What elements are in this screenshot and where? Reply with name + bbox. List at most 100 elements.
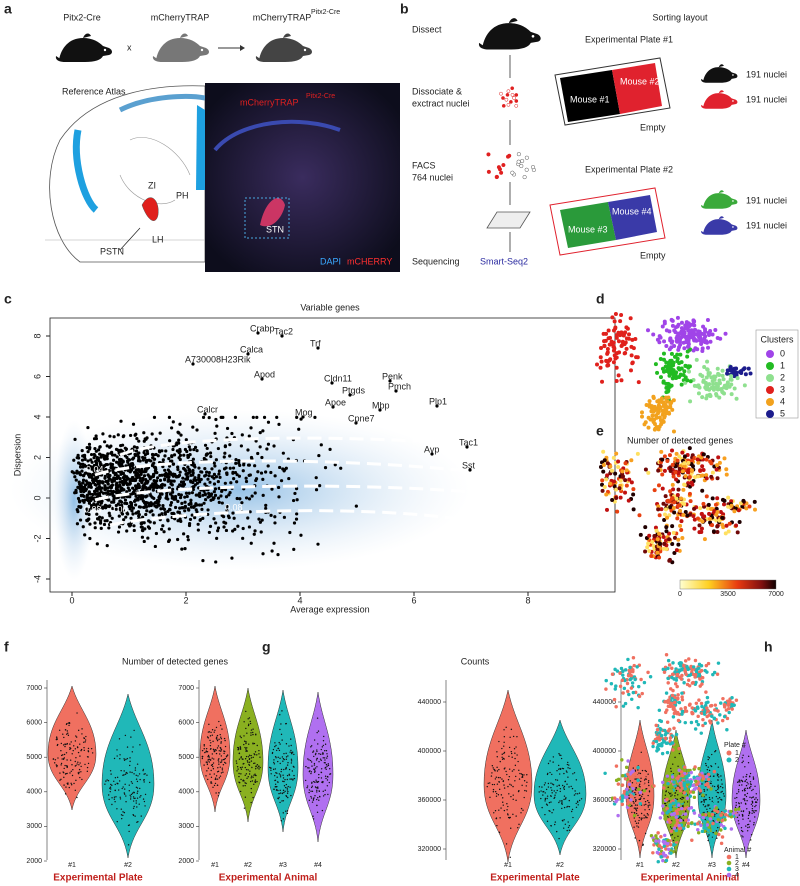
cell-point: [255, 774, 257, 777]
cell-point: [710, 332, 715, 337]
cell-point: [604, 477, 609, 482]
cell-point: [505, 770, 507, 773]
cell-point: [639, 780, 642, 783]
cell-point: [83, 737, 86, 740]
cell-point: [244, 758, 247, 760]
cell-point: [712, 819, 714, 822]
cell-point: [746, 800, 748, 802]
gene-point: [99, 490, 103, 494]
gene-point: [237, 458, 241, 463]
cell-point: [510, 752, 513, 755]
gene-point: [247, 497, 252, 501]
cell-point: [326, 785, 329, 787]
cell-point: [109, 770, 112, 772]
cell-point: [736, 508, 741, 513]
cell-point: [685, 664, 689, 669]
cell-point: [216, 736, 218, 738]
cell-point: [754, 810, 756, 812]
cell-point: [676, 718, 681, 723]
cell-point: [652, 488, 657, 493]
gene-point: [131, 486, 135, 490]
cell-point: [247, 776, 249, 778]
cell-point: [506, 809, 508, 811]
atlas-tract: [196, 105, 205, 190]
cell-point: [212, 762, 215, 764]
cell-point: [646, 328, 651, 333]
gene-point: [158, 478, 163, 482]
cell-point: [678, 523, 683, 528]
cell-point: [711, 672, 715, 677]
gene-point: [98, 504, 102, 508]
cell-point: [501, 753, 503, 755]
gene-point: [137, 514, 141, 518]
cell-point: [673, 695, 677, 699]
cell-point: [213, 750, 216, 753]
cell-point: [246, 750, 248, 752]
cell-point: [752, 788, 754, 791]
cell-point: [611, 344, 616, 349]
cell-point: [666, 666, 670, 671]
cell-point: [496, 751, 498, 753]
cell-point: [682, 464, 687, 469]
gene-point: [318, 484, 322, 488]
cell-point: [286, 812, 289, 815]
gene-point: [110, 478, 114, 482]
cell-point: [754, 805, 756, 808]
mouse-icon: [255, 33, 312, 62]
cell-point: [670, 524, 675, 529]
cell-point: [143, 781, 145, 783]
cell-point: [694, 680, 698, 685]
cell-point: [133, 805, 135, 808]
cell-point: [214, 729, 216, 732]
cell-point: [310, 761, 313, 763]
violin: [101, 693, 155, 859]
cell-point: [664, 699, 669, 704]
cell-point: [636, 804, 638, 806]
gene-point: [209, 492, 214, 496]
cell-point: [131, 751, 134, 753]
cell-point: [723, 531, 728, 536]
gene-point: [183, 547, 187, 551]
cell-point: [286, 778, 289, 781]
cell-point: [662, 512, 667, 517]
gene-point: [232, 516, 236, 520]
cell-point: [626, 689, 630, 694]
group-label: #1: [636, 862, 644, 869]
cell-point: [704, 494, 709, 499]
cell-point: [218, 750, 220, 752]
cell-point: [653, 525, 658, 530]
gene-point: [208, 451, 213, 455]
cell-point: [753, 507, 758, 512]
cell-point: [647, 773, 649, 775]
cell-point: [123, 770, 125, 772]
cell-point: [646, 812, 649, 815]
gene-point: [254, 439, 258, 443]
cell-point: [640, 751, 642, 753]
cell-point: [704, 340, 709, 345]
cell-point: [58, 729, 61, 731]
cell-point: [568, 786, 570, 788]
cell-point: [669, 351, 674, 356]
cell-point: [667, 663, 672, 667]
cell-point: [223, 737, 226, 740]
cell-point: [310, 771, 313, 773]
cell-point: [238, 758, 241, 760]
cell-point: [722, 498, 727, 503]
gene-point: [214, 458, 218, 462]
gene-point: [207, 530, 211, 535]
cell-point: [211, 757, 213, 759]
cell-point: [237, 768, 239, 770]
cell-point: [206, 736, 209, 738]
cell-point: [672, 500, 677, 505]
cell-point: [134, 767, 137, 769]
cell-point: [56, 737, 58, 739]
cell-point: [279, 762, 281, 765]
cell-point: [666, 385, 671, 390]
cell-point: [670, 462, 675, 467]
cell-point: [616, 339, 621, 344]
gene-point: [178, 483, 182, 487]
cell-point: [715, 384, 720, 389]
gene-point: [107, 511, 111, 515]
gene-point: [196, 522, 200, 526]
